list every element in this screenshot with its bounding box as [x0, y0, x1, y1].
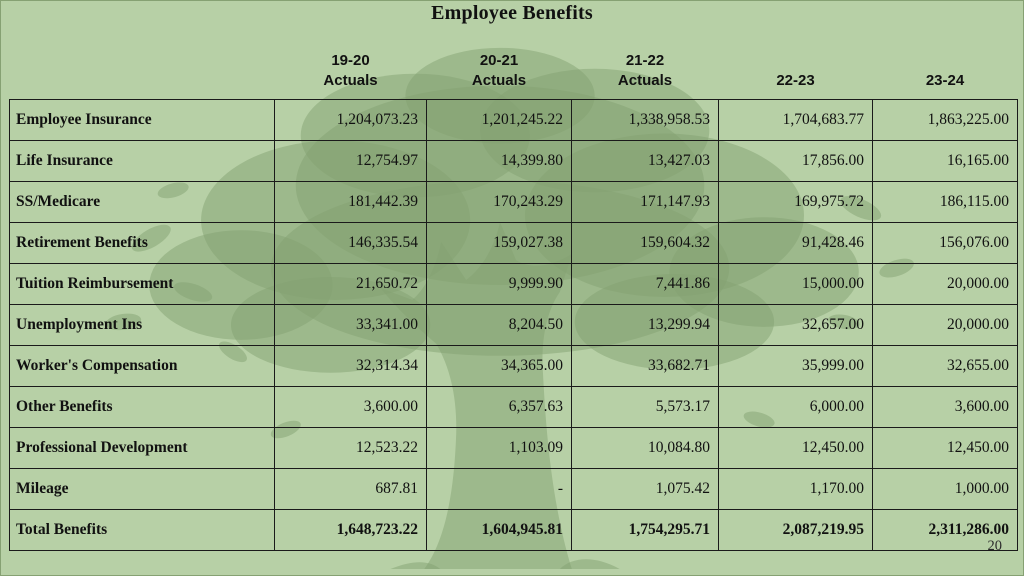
table-row-life-insurance: Life Insurance 12,754.97 14,399.80 13,42…: [9, 139, 1018, 182]
cell-value: 12,754.97: [274, 139, 427, 182]
cell-value: 16,165.00: [872, 139, 1018, 182]
cell-value: 15,000.00: [718, 262, 873, 305]
table-row-workers-compensation: Worker's Compensation 32,314.34 34,365.0…: [9, 344, 1018, 387]
row-label: Life Insurance: [9, 139, 275, 182]
cell-value: 9,999.90: [426, 262, 572, 305]
cell-value: 33,682.71: [571, 344, 719, 387]
cell-value: 33,341.00: [274, 303, 427, 346]
header-row: 19-20 Actuals 20-21 Actuals 21-22 Actual…: [10, 47, 1018, 99]
table-row-unemployment-ins: Unemployment Ins 33,341.00 8,204.50 13,2…: [9, 303, 1018, 346]
cell-value: 1,754,295.71: [571, 508, 719, 551]
row-label: Employee Insurance: [9, 98, 275, 141]
cell-value: 1,604,945.81: [426, 508, 572, 551]
cell-value: 146,335.54: [274, 221, 427, 264]
cell-value: 12,450.00: [718, 426, 873, 469]
cell-value: 1,863,225.00: [872, 98, 1018, 141]
cell-value: 3,600.00: [872, 385, 1018, 428]
cell-value: 20,000.00: [872, 262, 1018, 305]
cell-value: 159,604.32: [571, 221, 719, 264]
cell-value: 181,442.39: [274, 180, 427, 223]
row-label: Professional Development: [9, 426, 275, 469]
col-header-19-20: 19-20 Actuals: [323, 52, 378, 90]
row-label: Mileage: [9, 467, 275, 510]
row-label: Retirement Benefits: [9, 221, 275, 264]
table-row-mileage: Mileage 687.81 - 1,075.42 1,170.00 1,000…: [9, 467, 1018, 510]
cell-value: 1,170.00: [718, 467, 873, 510]
table-row-professional-development: Professional Development 12,523.22 1,103…: [9, 426, 1018, 469]
row-label: Tuition Reimbursement: [9, 262, 275, 305]
table-row-employee-insurance: Employee Insurance 1,204,073.23 1,201,24…: [9, 98, 1018, 141]
cell-value: 169,975.72: [718, 180, 873, 223]
table-row-total-benefits: Total Benefits 1,648,723.22 1,604,945.81…: [9, 508, 1018, 551]
col-header-22-23: 22-23: [776, 72, 815, 90]
page-number: 20: [987, 538, 1003, 554]
cell-value: 1,338,958.53: [571, 98, 719, 141]
cell-value: 13,299.94: [571, 303, 719, 346]
col-header-21-22: 21-22 Actuals: [617, 52, 673, 90]
cell-value: 1,103.09: [426, 426, 572, 469]
row-label: Total Benefits: [9, 508, 275, 551]
cell-value: 6,000.00: [718, 385, 873, 428]
row-label: Unemployment Ins: [9, 303, 275, 346]
cell-value: 1,000.00: [872, 467, 1018, 510]
cell-value: 35,999.00: [718, 344, 873, 387]
cell-value: 1,704,683.77: [718, 98, 873, 141]
row-label: Worker's Compensation: [9, 344, 275, 387]
row-label: SS/Medicare: [9, 180, 275, 223]
cell-value: 156,076.00: [872, 221, 1018, 264]
cell-value: 1,075.42: [571, 467, 719, 510]
cell-value: 32,314.34: [274, 344, 427, 387]
table-row-tuition-reimbursement: Tuition Reimbursement 21,650.72 9,999.90…: [9, 262, 1018, 305]
cell-value: -: [426, 467, 572, 510]
cell-value: 186,115.00: [872, 180, 1018, 223]
col-header-20-21: 20-21 Actuals: [471, 52, 527, 90]
cell-value: 21,650.72: [274, 262, 427, 305]
cell-value: 32,655.00: [872, 344, 1018, 387]
cell-value: 14,399.80: [426, 139, 572, 182]
table-row-ss-medicare: SS/Medicare 181,442.39 170,243.29 171,14…: [9, 180, 1018, 223]
cell-value: 687.81: [274, 467, 427, 510]
cell-value: 3,600.00: [274, 385, 427, 428]
table-row-other-benefits: Other Benefits 3,600.00 6,357.63 5,573.1…: [9, 385, 1018, 428]
cell-value: 12,450.00: [872, 426, 1018, 469]
cell-value: 10,084.80: [571, 426, 719, 469]
cell-value: 1,648,723.22: [274, 508, 427, 551]
cell-value: 159,027.38: [426, 221, 572, 264]
cell-value: 91,428.46: [718, 221, 873, 264]
cell-value: 20,000.00: [872, 303, 1018, 346]
benefits-table-container: 19-20 Actuals 20-21 Actuals 21-22 Actual…: [9, 47, 1018, 551]
cell-value: 1,201,245.22: [426, 98, 572, 141]
row-label: Other Benefits: [9, 385, 275, 428]
cell-value: 12,523.22: [274, 426, 427, 469]
slide-title: Employee Benefits: [431, 2, 593, 24]
cell-value: 1,204,073.23: [274, 98, 427, 141]
cell-value: 7,441.86: [571, 262, 719, 305]
table-row-retirement-benefits: Retirement Benefits 146,335.54 159,027.3…: [9, 221, 1018, 264]
col-header-23-24: 23-24: [925, 72, 965, 90]
cell-value: 171,147.93: [571, 180, 719, 223]
cell-value: 5,573.17: [571, 385, 719, 428]
cell-value: 2,311,286.00: [872, 508, 1018, 551]
header-empty-cell: [10, 47, 275, 99]
cell-value: 17,856.00: [718, 139, 873, 182]
cell-value: 170,243.29: [426, 180, 572, 223]
cell-value: 6,357.63: [426, 385, 572, 428]
cell-value: 13,427.03: [571, 139, 719, 182]
cell-value: 2,087,219.95: [718, 508, 873, 551]
cell-value: 8,204.50: [426, 303, 572, 346]
benefits-table: 19-20 Actuals 20-21 Actuals 21-22 Actual…: [9, 47, 1018, 551]
cell-value: 32,657.00: [718, 303, 873, 346]
cell-value: 34,365.00: [426, 344, 572, 387]
